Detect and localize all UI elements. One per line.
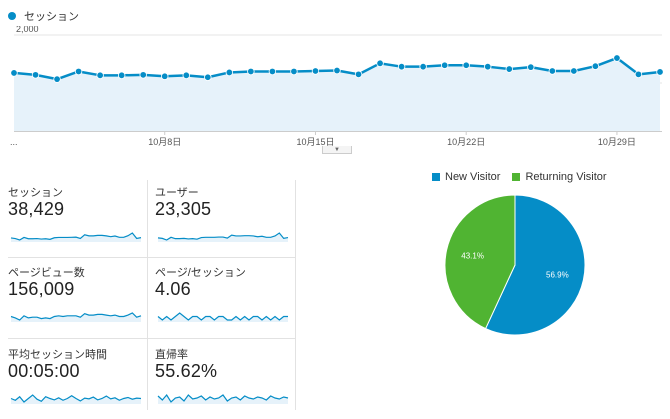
- data-point: [440, 61, 449, 69]
- metric-label: 平均セッション時間: [8, 349, 107, 361]
- metric-divider: [8, 257, 295, 258]
- metric-sessions[interactable]: セッション 38,429: [8, 184, 144, 246]
- legend-item-new-visitor[interactable]: New Visitor: [432, 171, 500, 183]
- metric-value: 00:05:00: [8, 361, 80, 381]
- sparkline-line: [10, 394, 142, 403]
- data-point: [527, 63, 535, 71]
- data-point: [182, 71, 190, 80]
- data-point: [290, 67, 298, 76]
- legend-swatch: [432, 173, 440, 181]
- metric-value: 23,305: [155, 199, 212, 219]
- chart-expand-handle[interactable]: ▼: [322, 146, 352, 154]
- metric-pages-per-session[interactable]: ページ/セッション 4.06: [155, 264, 291, 326]
- legend-item-returning-visitor[interactable]: Returning Visitor: [512, 171, 607, 183]
- data-point: [548, 67, 557, 75]
- metric-sparkline: [10, 394, 142, 404]
- sparkline-line: [157, 232, 289, 241]
- sparkline-line: [157, 393, 289, 403]
- metric-value: 55.62%: [155, 361, 218, 381]
- data-point: [10, 69, 18, 77]
- pie-slice-label: 43.1%: [461, 252, 484, 261]
- metric-value: 38,429: [8, 199, 65, 219]
- data-point: [204, 73, 212, 81]
- metric-divider: [147, 180, 148, 410]
- data-point: [570, 67, 578, 75]
- metric-label: ユーザー: [155, 187, 199, 199]
- metric-avg-session-duration[interactable]: 平均セッション時間 00:05:00: [8, 346, 144, 408]
- metric-sparkline: [10, 232, 142, 242]
- metric-value: 156,009: [8, 279, 75, 299]
- data-point: [268, 67, 277, 76]
- metric-label: セッション: [8, 187, 63, 199]
- x-tick-label: ...: [10, 137, 18, 147]
- metric-divider: [8, 338, 295, 339]
- metric-label: 直帰率: [155, 349, 188, 361]
- data-point: [634, 70, 643, 79]
- data-point: [31, 71, 40, 79]
- x-tick-label: 10月15日: [296, 137, 334, 147]
- metric-sparkline: [157, 312, 288, 322]
- sparkline-line: [10, 312, 142, 321]
- sparkline-line: [10, 232, 142, 241]
- visitor-type-pie-chart[interactable]: 56.9% 43.1%: [440, 190, 590, 340]
- data-point: [376, 59, 384, 68]
- chart-legend[interactable]: セッション: [8, 8, 79, 24]
- data-point: [419, 62, 427, 71]
- data-point: [462, 61, 470, 69]
- x-tick-label: 10月22日: [447, 137, 485, 147]
- data-point: [613, 54, 621, 62]
- sparkline-area: [158, 313, 288, 322]
- x-tick-label: 10月8日: [148, 137, 181, 147]
- sparkline-area: [11, 395, 141, 404]
- data-point: [484, 62, 492, 71]
- data-point: [53, 75, 61, 83]
- pie-slice: [444, 194, 516, 330]
- pie-slice-label: 56.9%: [546, 270, 569, 279]
- metric-divider: [295, 180, 296, 410]
- pie-slice: [484, 194, 586, 336]
- legend-label: New Visitor: [445, 171, 501, 183]
- data-point: [139, 71, 147, 79]
- data-point: [656, 68, 664, 76]
- metric-pageviews[interactable]: ページビュー数 156,009: [8, 264, 144, 326]
- metric-bounce-rate[interactable]: 直帰率 55.62%: [155, 346, 291, 408]
- metric-label: ページビュー数: [8, 267, 85, 279]
- series-color-dot: [8, 12, 16, 20]
- data-point: [225, 68, 234, 77]
- data-point: [96, 71, 104, 80]
- data-point: [117, 71, 126, 80]
- legend-label: セッション: [24, 11, 79, 23]
- data-point: [333, 66, 341, 75]
- metric-sparkline: [157, 232, 289, 242]
- metric-value: 4.06: [155, 279, 191, 299]
- data-point: [311, 67, 320, 75]
- sparkline-line: [157, 312, 288, 321]
- metric-users[interactable]: ユーザー 23,305: [155, 184, 291, 246]
- data-point: [591, 62, 600, 70]
- pie-legend: New Visitor Returning Visitor: [432, 171, 619, 183]
- metric-label: ページ/セッション: [155, 267, 246, 279]
- legend-label: Returning Visitor: [525, 171, 607, 183]
- data-point: [161, 72, 169, 80]
- y-tick-label: 2,000: [16, 26, 39, 34]
- metric-sparkline: [10, 312, 142, 322]
- data-point: [505, 65, 513, 73]
- metric-sparkline: [157, 393, 289, 404]
- x-tick-label: 10月29日: [598, 137, 636, 147]
- sparkline-area: [11, 313, 141, 322]
- chevron-down-icon: ▼: [334, 146, 340, 153]
- data-point: [397, 62, 406, 71]
- data-point: [354, 70, 363, 79]
- data-point: [74, 67, 83, 76]
- legend-swatch: [512, 173, 521, 181]
- data-point: [247, 67, 255, 76]
- sparkline-area: [158, 395, 288, 404]
